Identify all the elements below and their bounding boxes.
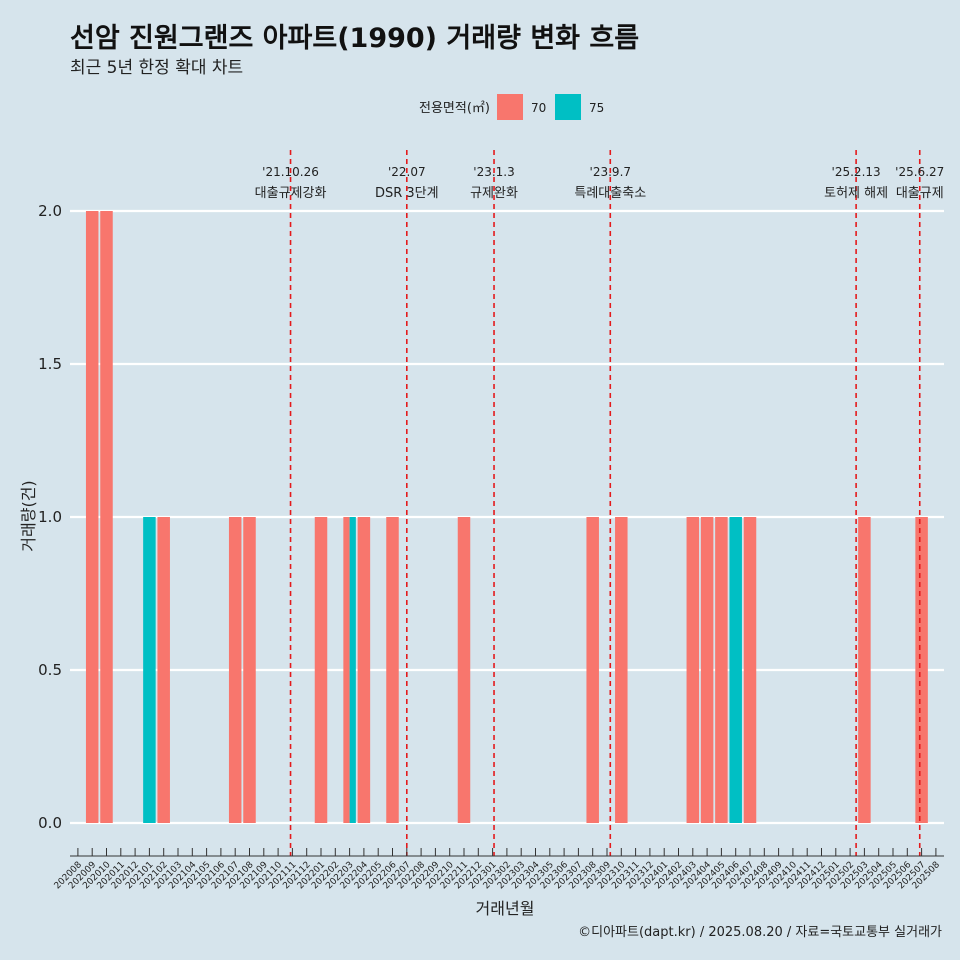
y-axis-label: 거래량(건) (19, 480, 38, 551)
event-date: '25.2.13 (832, 165, 881, 179)
bar-202101-75 (143, 517, 156, 823)
legend: 전용면적(㎡) 70 75 (419, 94, 604, 120)
gridlines (70, 209, 944, 825)
chart-title: 선암 진원그랜즈 아파트(1990) 거래량 변화 흐름 (70, 23, 640, 54)
chart-subtitle: 최근 5년 한정 확대 차트 (70, 58, 244, 78)
event-label: 토허제 해제 (824, 186, 888, 201)
y-axis: 0.0 0.5 1.0 1.5 2.0 (38, 202, 62, 832)
bar-202204-70 (357, 517, 371, 823)
event-label: 대출규제 (896, 186, 944, 201)
bar-202108-70 (243, 517, 256, 823)
bar-202310-70 (615, 517, 628, 823)
event-date: '22.07 (388, 165, 426, 179)
bar-202211-70 (457, 517, 471, 823)
source-caption: ©디아파트(dapt.kr) / 2025.08.20 / 자료=국토교통부 실… (578, 925, 942, 940)
legend-label-75: 75 (589, 101, 604, 115)
bar-202404-70 (700, 517, 714, 823)
bar-202010-70 (100, 211, 113, 823)
event-label: 규제완화 (470, 186, 518, 201)
legend-label-70: 70 (531, 101, 546, 115)
legend-title: 전용면적(㎡) (419, 101, 490, 116)
bar-202507-70 (915, 517, 928, 823)
x-axis: 2020082020092020102020112020122021012021… (53, 848, 944, 891)
event-label: 특례대출축소 (574, 186, 646, 201)
legend-swatch-70 (497, 94, 523, 120)
y-tick-label: 2.0 (38, 202, 62, 220)
bar-202201-70 (314, 517, 328, 823)
event-label: DSR 3단계 (375, 186, 439, 201)
event-date: '23.9.7 (590, 165, 631, 179)
event-date: '23.1.3 (473, 165, 514, 179)
x-axis-label: 거래년월 (476, 899, 535, 918)
bar-202503-70 (858, 517, 871, 823)
bar-202405-70 (715, 517, 728, 823)
bar-202308-70 (586, 517, 599, 823)
bar-202203-75 (349, 517, 356, 823)
bar-202403-70 (686, 517, 700, 823)
bars (85, 211, 928, 823)
y-tick-label: 0.0 (38, 814, 62, 832)
event-date: '21.10.26 (262, 165, 319, 179)
bar-202406-75 (729, 517, 742, 823)
event-date: '25.6.27 (895, 165, 944, 179)
bar-202203-70 (343, 517, 350, 823)
bar-202009-70 (85, 211, 99, 823)
event-label: 대출규제강화 (255, 186, 327, 201)
bar-202102-70 (157, 517, 170, 823)
bar-202407-70 (743, 517, 757, 823)
bar-202107-70 (228, 517, 242, 823)
y-tick-label: 1.0 (38, 508, 62, 526)
legend-swatch-75 (555, 94, 581, 120)
bar-202206-70 (386, 517, 399, 823)
y-tick-label: 1.5 (38, 355, 62, 373)
event-lines: '21.10.26 대출규제강화 '22.07 DSR 3단계 '23.1.3 규제완화 '… (255, 150, 944, 856)
y-tick-label: 0.5 (38, 661, 62, 679)
